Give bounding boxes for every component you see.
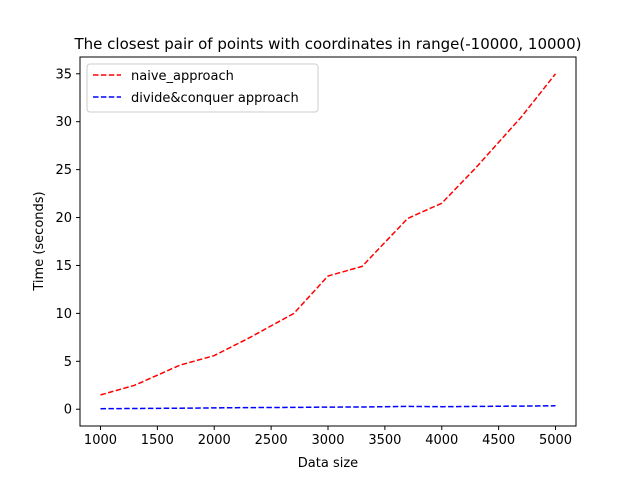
plot-area [100, 73, 557, 410]
x-axis-label: Data size [298, 456, 358, 471]
y-tick-label: 25 [55, 163, 72, 178]
x-tick-label: 4500 [482, 433, 515, 448]
legend-label-naive: naive_approach [131, 69, 234, 84]
y-tick-label: 20 [55, 211, 72, 226]
chart-title: The closest pair of points with coordina… [74, 35, 582, 53]
x-tick-label: 3500 [368, 433, 401, 448]
x-tick-label: 1000 [84, 433, 117, 448]
x-tick-label: 4000 [425, 433, 458, 448]
y-axis-label: Time (seconds) [32, 191, 47, 291]
x-tick-label: 2000 [198, 433, 231, 448]
series-line-naive-approach [100, 73, 557, 396]
x-tick-label: 2500 [255, 433, 288, 448]
x-tick-label: 3000 [311, 433, 344, 448]
y-tick-label: 15 [55, 259, 72, 274]
series-line-divide-conquer-approach [100, 405, 556, 410]
x-tick-label: 5000 [539, 433, 572, 448]
legend-label-divide-conquer: divide&conquer approach [131, 91, 299, 106]
y-tick-label: 35 [55, 67, 72, 82]
legend: naive_approach divide&conquer approach [86, 63, 319, 113]
legend-box [86, 63, 319, 113]
y-tick-label: 10 [55, 307, 72, 322]
y-tick-label: 0 [64, 403, 72, 418]
y-axis-ticks: 0 5 10 15 20 25 30 35 [55, 67, 80, 418]
y-tick-label: 5 [64, 355, 72, 370]
x-axis-ticks: 1000 1500 2000 2500 3000 3500 4000 4500 5000 [84, 426, 572, 448]
x-tick-label: 1500 [141, 433, 174, 448]
y-tick-label: 30 [55, 115, 72, 130]
